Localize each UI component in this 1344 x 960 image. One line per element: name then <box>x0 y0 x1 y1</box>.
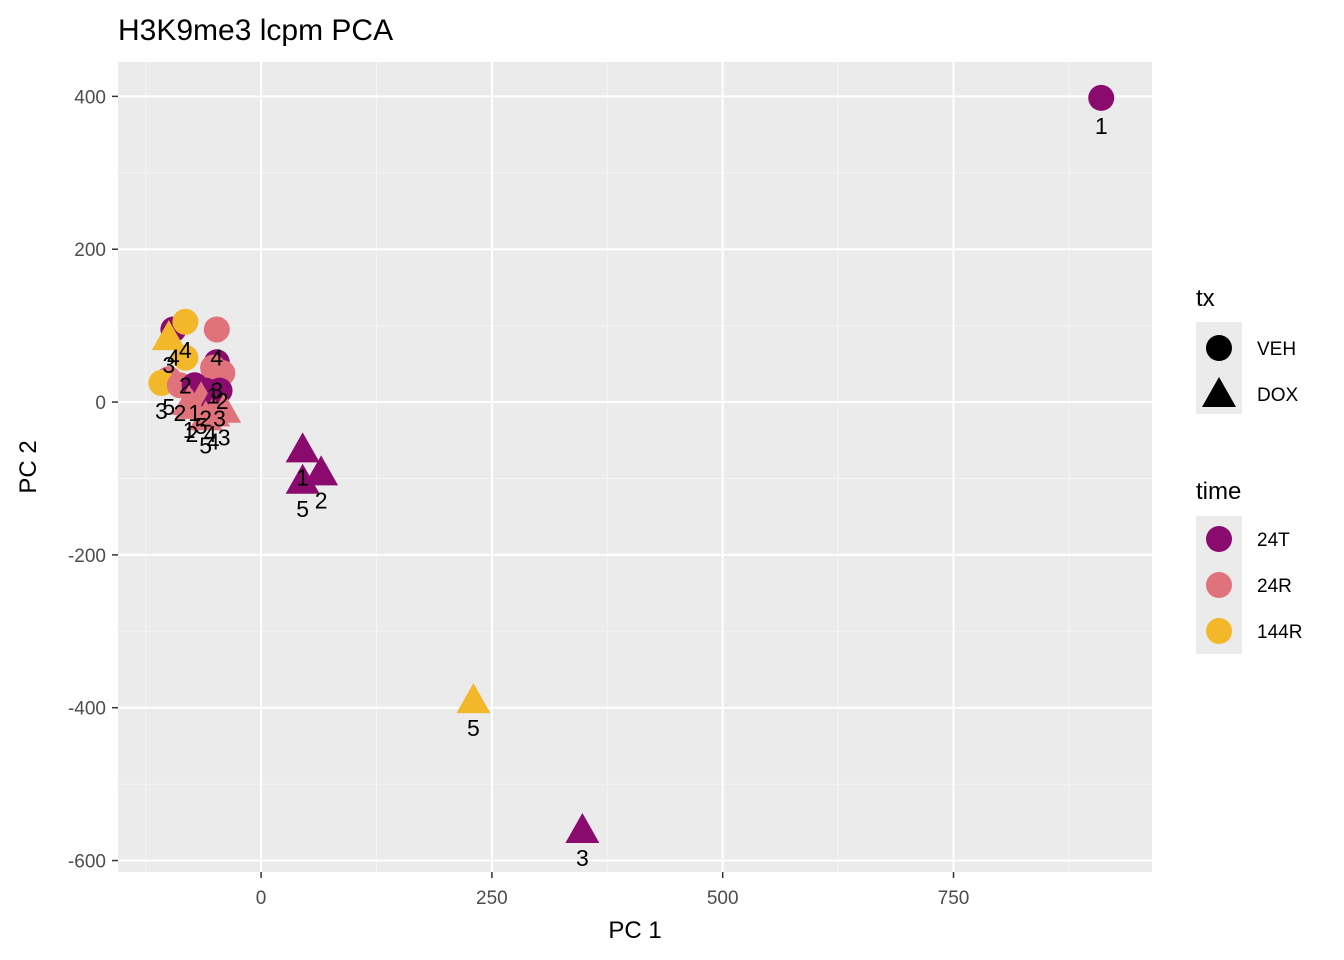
x-tick-label: 750 <box>938 888 970 909</box>
point-dox-24T <box>304 455 339 486</box>
legend-key-dox <box>1202 377 1236 407</box>
point-label: 5 <box>467 715 480 741</box>
x-tick-label: 500 <box>707 888 739 909</box>
axis-ticks: 0 250 500 750 -600 -400 -200 0 200 400 <box>68 87 969 909</box>
legend-key-144R <box>1206 618 1232 644</box>
point-veh-24R <box>203 316 230 343</box>
x-axis-title: PC 1 <box>608 917 661 944</box>
point-label: 1 <box>296 464 309 490</box>
point-label: 2 <box>173 400 186 426</box>
y-tick-label: 0 <box>95 393 106 414</box>
legend-key-24R <box>1206 572 1232 598</box>
point-label: 3 <box>213 406 226 432</box>
plot-panel <box>118 62 1152 872</box>
point-dox-24T <box>565 812 600 843</box>
point-label: 2 <box>179 373 192 399</box>
point-label: 4 <box>204 421 217 447</box>
point-label: 3 <box>162 352 175 378</box>
point-label: 4 <box>167 344 180 370</box>
point-label: 4 <box>207 429 220 455</box>
legend-key-veh <box>1206 335 1232 361</box>
point-label: 5 <box>199 432 212 458</box>
y-tick-label: 400 <box>74 87 106 108</box>
point-veh-144R <box>172 344 199 371</box>
point-label: 2 <box>216 388 229 414</box>
point-label: 1 <box>207 383 220 409</box>
legend-title-tx: tx <box>1196 285 1215 312</box>
point-veh-144R <box>172 308 199 335</box>
legend-label: VEH <box>1257 339 1296 360</box>
grid-lines <box>118 62 1152 872</box>
legend-label: 24T <box>1257 530 1290 551</box>
point-label: 5 <box>162 394 175 420</box>
legend-label: 144R <box>1257 622 1302 643</box>
y-tick-label: -400 <box>68 699 106 720</box>
y-tick-label: -600 <box>68 852 106 873</box>
y-tick-label: -200 <box>68 546 106 567</box>
point-label: 1 <box>188 400 201 426</box>
point-label: 1 <box>183 417 196 443</box>
data-points <box>148 84 1115 843</box>
point-label: 1 <box>1095 113 1108 139</box>
x-tick-label: 250 <box>476 888 508 909</box>
point-dox-24R <box>172 385 207 416</box>
point-label: 4 <box>179 337 192 363</box>
y-axis-title: PC 2 <box>15 440 42 493</box>
point-dox-144R <box>456 683 491 714</box>
chart-title: H3K9me3 lcpm PCA <box>118 14 393 47</box>
point-label: 3 <box>576 845 589 871</box>
point-label: 4 <box>210 344 223 370</box>
point-dox-24T <box>285 463 320 494</box>
point-dox-24T <box>285 432 320 463</box>
legend-label: DOX <box>1257 385 1299 406</box>
point-label: 3 <box>155 398 168 424</box>
point-label: 5 <box>195 413 208 439</box>
legend-key-24T <box>1206 526 1232 552</box>
point-label: 5 <box>296 496 309 522</box>
point-dox-144R <box>151 320 186 351</box>
point-veh-24T <box>1088 84 1115 111</box>
point-label: 2 <box>185 421 198 447</box>
point-dox-24R <box>188 400 223 431</box>
legend-title-time: time <box>1196 478 1241 505</box>
legend-label: 24R <box>1257 576 1292 597</box>
y-tick-label: 200 <box>74 240 106 261</box>
point-label: 2 <box>315 487 328 513</box>
point-label: 3 <box>210 377 223 403</box>
x-tick-label: 0 <box>256 888 267 909</box>
point-label: 2 <box>199 406 212 432</box>
point-label: 3 <box>218 425 231 451</box>
legend: tx VEH DOX time 24T 24R 144R <box>1196 285 1302 654</box>
